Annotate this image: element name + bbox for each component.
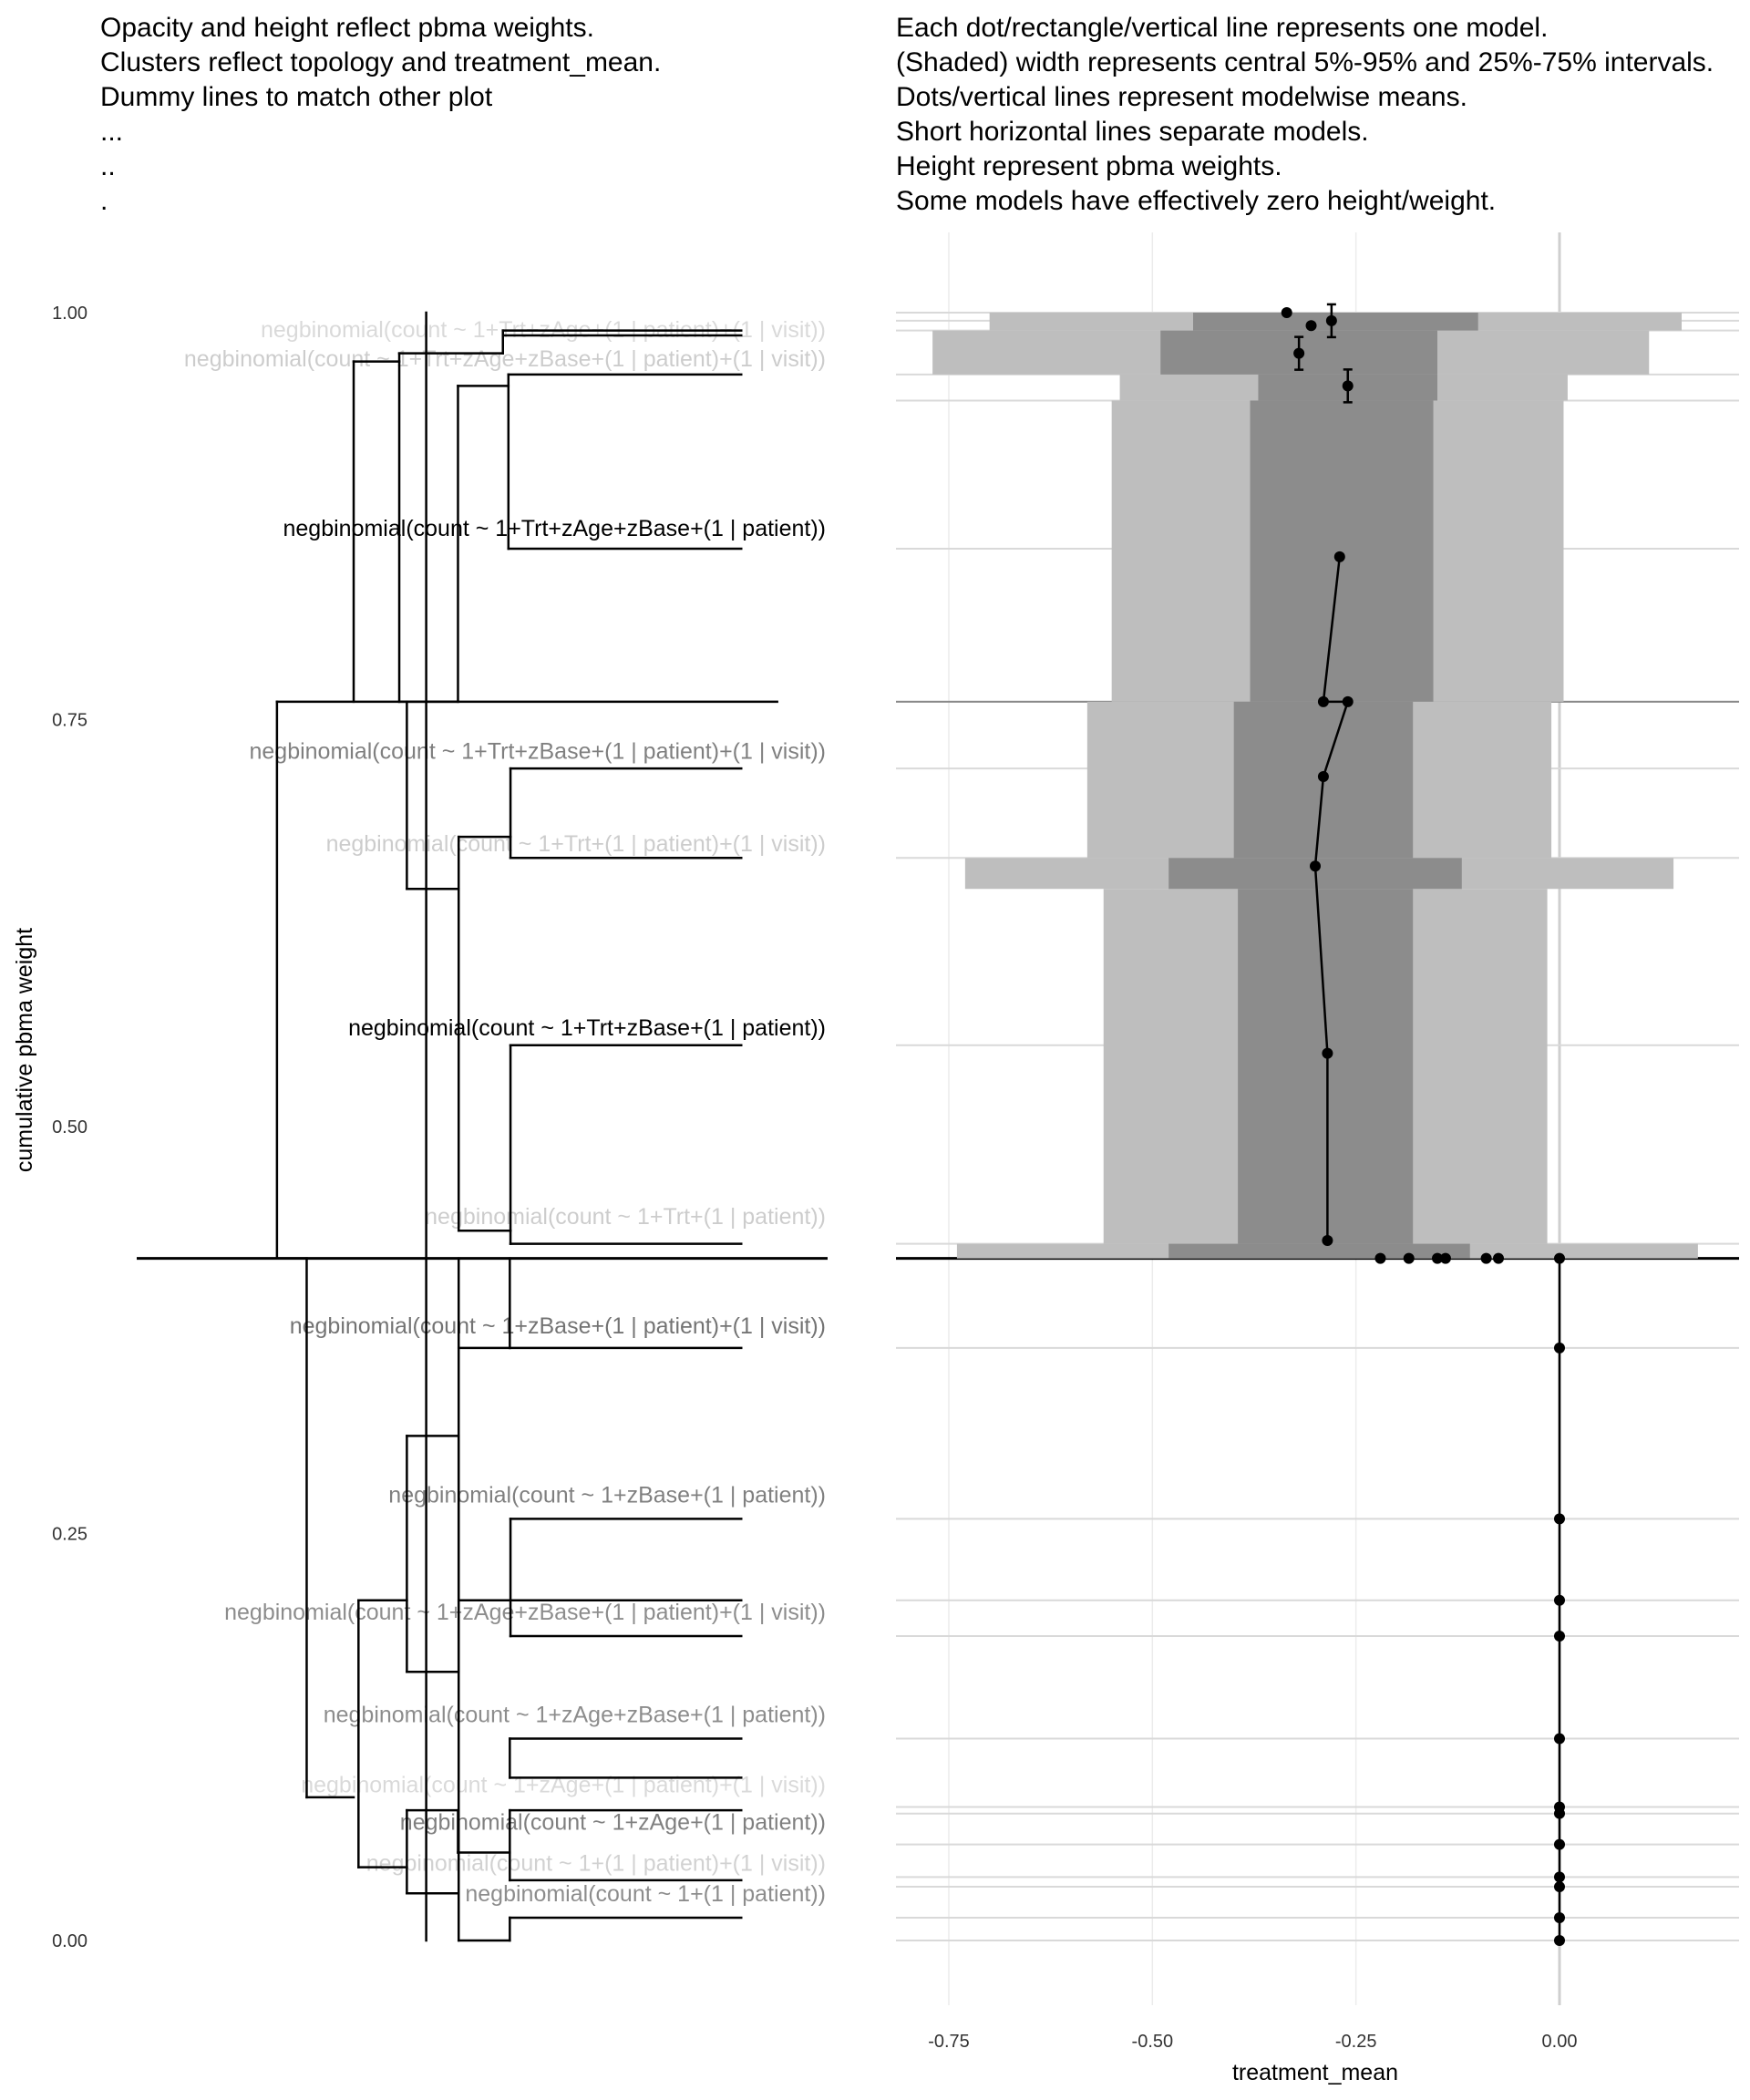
model-label: negbinomial(count ~ 1+Trt+zBase+(1 | pat… [348,1015,826,1041]
model-label: negbinomial(count ~ 1+zBase+(1 | patient… [290,1313,826,1339]
x-axis-ticks: -0.75 -0.50 -0.25 0.00 [928,2032,1577,2052]
x-tick-label: -0.75 [928,2032,970,2052]
model-label: negbinomial(count ~ 1+Trt+zAge+zBase+(1 … [184,346,826,372]
right-caption-line: Dots/vertical lines represent modelwise … [896,82,1467,112]
mean-point [1403,1252,1415,1264]
y-axis-ticks: 0.00 0.25 0.50 0.75 1.00 [52,304,88,1951]
mean-point [1322,1235,1333,1247]
y-tick-label: 0.50 [52,1117,88,1138]
mean-point [1305,320,1317,332]
mean-point [1554,1911,1565,1923]
mean-point [1554,1631,1565,1642]
model-label: negbinomial(count ~ 1+zAge+zBase+(1 | pa… [324,1703,826,1728]
model-label: negbinomial(count ~ 1+zAge+(1 | patient)… [400,1810,826,1836]
model-label: negbinomial(count ~ 1+zBase+(1 | patient… [388,1483,826,1508]
mean-point [1554,1733,1565,1745]
mean-point [1480,1252,1492,1264]
mean-point [1333,551,1345,562]
y-tick-label: 0.00 [52,1931,88,1951]
right-caption-line: Some models have effectively zero height… [896,186,1496,216]
mean-point [1554,1807,1565,1819]
mean-point [1554,1838,1565,1850]
x-axis-title: treatment_mean [1232,2060,1398,2085]
dendrogram-panel: 0.00 0.25 0.50 0.75 1.00 negbinomial(count ~… [12,304,828,1951]
right-caption-line: Height represent pbma weights. [896,151,1282,181]
x-tick-label: 0.00 [1542,2032,1578,2052]
model-label: negbinomial(count ~ 1+(1 | patient)) [465,1881,826,1907]
inner-interval-band [1250,400,1434,702]
model-label: negbinomial(count ~ 1+Trt+zBase+(1 | pat… [249,738,826,764]
mean-point [1281,307,1292,318]
model-label: negbinomial(count ~ 1+zAge+(1 | patient)… [301,1773,826,1798]
left-caption-line: ... [100,117,123,147]
inner-interval-band [1238,889,1414,1244]
mean-point [1493,1252,1504,1264]
mean-point [1554,1252,1565,1264]
right-caption-line: Each dot/rectangle/vertical line represe… [896,13,1548,43]
mean-point [1554,1594,1565,1606]
mean-point [1554,1871,1565,1883]
y-axis-title: cumulative pbma weight [12,928,37,1172]
mean-point [1432,1252,1443,1264]
modelwise-means [1281,303,1565,1946]
mean-point [1342,695,1354,707]
mean-point [1439,1252,1451,1264]
x-tick-label: -0.50 [1132,2032,1174,2052]
dendrogram-branches [137,311,828,1942]
left-caption-line: Dummy lines to match other plot [100,82,493,112]
mean-point [1554,1935,1565,1946]
model-label: negbinomial(count ~ 1+Trt+zAge+zBase+(1 … [283,516,827,541]
left-caption: Opacity and height reflect pbma weights.… [100,13,661,216]
mean-point [1310,860,1321,872]
model-label: negbinomial(count ~ 1+Trt+(1 | patient)) [425,1204,826,1230]
mean-point [1554,1513,1565,1525]
mean-point [1322,1047,1333,1059]
y-tick-label: 0.25 [52,1525,88,1545]
model-label: negbinomial(count ~ 1+Trt+zAge+(1 | pati… [261,317,826,343]
x-tick-label: -0.25 [1335,2032,1377,2052]
left-caption-line: .. [100,151,116,181]
left-caption-line: . [100,186,108,216]
mean-point [1317,771,1329,783]
model-label: negbinomial(count ~ 1+zAge+zBase+(1 | pa… [224,1600,826,1625]
right-caption-line: (Shaded) width represents central 5%-95%… [896,47,1714,77]
mean-point [1554,1881,1565,1893]
right-caption: Each dot/rectangle/vertical line represe… [896,13,1714,216]
inner-interval-band [1168,1243,1470,1259]
mean-point [1374,1252,1386,1264]
y-tick-label: 1.00 [52,304,88,324]
y-tick-label: 0.75 [52,711,88,731]
mean-point [1554,1342,1565,1354]
mean-point [1317,695,1329,707]
model-label: negbinomial(count ~ 1+Trt+(1 | patient)+… [326,831,826,857]
left-caption-line: Opacity and height reflect pbma weights. [100,13,594,43]
left-caption-line: Clusters reflect topology and treatment_… [100,47,661,77]
model-labels: negbinomial(count ~ 1+Trt+zAge+(1 | pati… [184,317,826,1907]
right-caption-line: Short horizontal lines separate models. [896,117,1369,147]
interval-panel: -0.75 -0.50 -0.25 0.00 treatment_mean [896,232,1739,2085]
model-label: negbinomial(count ~ 1+(1 | patient)+(1 |… [366,1850,826,1876]
